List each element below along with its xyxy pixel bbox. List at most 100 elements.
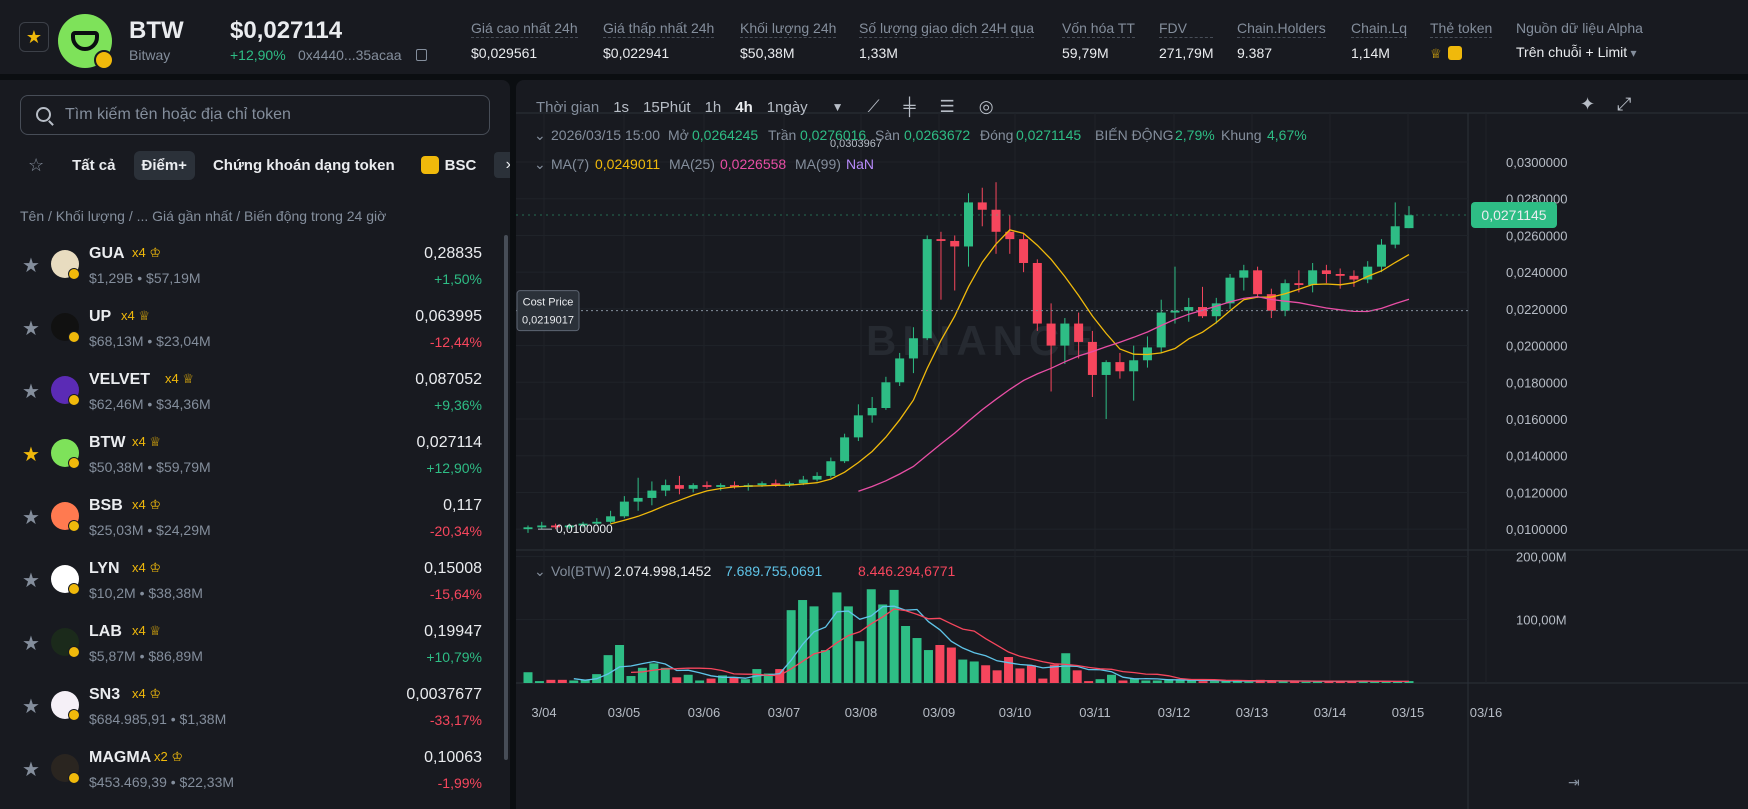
- candle-body: [895, 358, 905, 383]
- candle-body: [1074, 323, 1084, 342]
- favorite-star-icon[interactable]: ★: [22, 444, 40, 466]
- token-volume-mcap: $453.469,39 • $22,33M: [89, 774, 235, 790]
- volume-bar: [1175, 680, 1185, 683]
- favorite-star-icon[interactable]: ★: [22, 759, 40, 781]
- token-price: 0,15008: [424, 560, 482, 577]
- candle-body: [991, 209, 1001, 232]
- settings-icon[interactable]: ◎: [978, 97, 994, 116]
- candle-body: [1239, 270, 1249, 278]
- volume-bar: [992, 670, 1002, 683]
- fullscreen-icon[interactable]: ⤢: [1617, 94, 1632, 114]
- candle-body: [1005, 231, 1015, 240]
- candle-body: [1335, 274, 1345, 276]
- favorite-star-icon[interactable]: ★: [22, 696, 40, 718]
- candlestick-chart[interactable]: 0,03000000,02800000,02600000,02400000,02…: [516, 80, 1748, 809]
- volume-bar: [1358, 681, 1368, 683]
- token-volume-mcap: $25,03M • $24,29M: [89, 522, 211, 538]
- candle-body: [1376, 244, 1386, 267]
- interval-4h[interactable]: 4h: [735, 98, 753, 116]
- current-price-tag: [1471, 201, 1557, 228]
- interval-15m[interactable]: 15Phút: [643, 98, 691, 116]
- ma-ma7: 0,0249011: [595, 156, 660, 172]
- token-row[interactable]: ★ BTW x4 ♕ $50,38M • $59,79M 0,027114 +12,90%: [0, 421, 502, 484]
- volume-bar: [603, 655, 613, 683]
- price-axis-label: 0,0260000: [1506, 228, 1567, 243]
- filter-points[interactable]: Điểm+: [133, 150, 195, 180]
- token-price: $0,027114: [230, 17, 343, 44]
- interval-dropdown-icon[interactable]: ▼: [831, 100, 844, 114]
- token-change: +1,50%: [434, 271, 482, 287]
- volume-bar: [1221, 681, 1231, 683]
- token-row[interactable]: ★ VELVET x4 ♕ $62,46M • $34,36M 0,087052 +9,3…: [0, 358, 502, 421]
- volume-ma-long-line: [630, 608, 1409, 683]
- indicators-icon[interactable]: ☰: [939, 97, 955, 116]
- time-label: Thời gian: [536, 98, 600, 116]
- token-row[interactable]: ★ LAB x4 ♕ $5,87M • $86,89M 0,19947 +10,79%: [0, 610, 502, 673]
- candle-body: [1349, 275, 1359, 280]
- token-change: +9,36%: [434, 397, 482, 413]
- token-row[interactable]: ★ LYN x4 ♔ $10,2M • $38,38M 0,15008 -15,64%: [0, 547, 502, 610]
- favorite-star-icon[interactable]: ★: [22, 570, 40, 592]
- token-header: ★ BTW Bitway $0,027114 +12,90% 0x4440...…: [0, 0, 1748, 74]
- candle-body: [1156, 312, 1166, 348]
- token-tags: x4 ♔: [132, 560, 161, 575]
- data-source-dropdown[interactable]: Trên chuỗi + Limit: [1516, 44, 1643, 60]
- search-box[interactable]: [20, 95, 490, 135]
- filter-tokenized-stocks[interactable]: Chứng khoán dạng token: [212, 156, 395, 174]
- volume-bar: [534, 681, 544, 683]
- token-row[interactable]: ★ GUA x4 ♔ $1,29B • $57,19M 0,28835 +1,50%: [0, 232, 502, 295]
- volume-bar: [1393, 681, 1403, 683]
- copy-icon[interactable]: [416, 49, 427, 61]
- candle-body: [551, 525, 561, 528]
- search-input[interactable]: [65, 104, 475, 126]
- favorite-star-icon[interactable]: ★: [22, 318, 40, 340]
- column-header[interactable]: Tên / Khối lượng / ... Giá gần nhất / Bi…: [20, 208, 387, 224]
- token-tags: x4 ♕: [165, 371, 194, 386]
- volume-bar: [706, 678, 716, 683]
- token-row[interactable]: ★ SN3 x4 ♔ $684.985,91 • $1,38M 0,0037677 -33…: [0, 673, 502, 736]
- ai-sparkle-icon[interactable]: ✦: [1580, 94, 1596, 114]
- volume-bar: [1049, 664, 1059, 683]
- favorite-star-icon[interactable]: ★: [22, 381, 40, 403]
- candle-body: [1404, 215, 1414, 229]
- candle-body: [702, 485, 712, 487]
- token-symbol: BTW: [129, 17, 184, 44]
- filter-all[interactable]: Tất cả: [72, 156, 116, 174]
- interval-1s[interactable]: 1s: [613, 98, 630, 116]
- volume-bar: [1026, 665, 1036, 683]
- token-row[interactable]: ★ UP x4 ♕ $68,13M • $23,04M 0,063995 -12,44%: [0, 295, 502, 358]
- chain-badge-icon: [68, 457, 80, 469]
- volume-bar: [1038, 678, 1048, 683]
- scrollbar[interactable]: [504, 235, 508, 760]
- stat-data-source[interactable]: Nguồn dữ liệu Alpha Trên chuỗi + Limit: [1516, 20, 1643, 60]
- favorite-star-icon[interactable]: ★: [19, 22, 49, 52]
- favorites-star-icon[interactable]: ☆: [28, 154, 45, 175]
- candle-body: [1170, 310, 1180, 313]
- price-axis-label: 0,0180000: [1506, 375, 1567, 390]
- line-chart-icon[interactable]: ⟋: [867, 97, 880, 116]
- ohlc-close-label: Đóng: [980, 127, 1013, 143]
- candles-icon[interactable]: ╪: [903, 97, 916, 116]
- candle-body: [785, 483, 795, 486]
- favorite-star-icon[interactable]: ★: [22, 507, 40, 529]
- filter-bsc[interactable]: BSC: [413, 150, 485, 180]
- interval-1d[interactable]: 1ngày: [766, 98, 808, 116]
- time-axis-label: 03/16: [1470, 705, 1503, 720]
- favorite-star-icon[interactable]: ★: [22, 633, 40, 655]
- stat-market-cap: Vốn hóa TT 59,79M: [1062, 20, 1135, 61]
- time-axis-label: 03/14: [1314, 705, 1347, 720]
- interval-1h[interactable]: 1h: [704, 98, 722, 116]
- candle-body: [1129, 360, 1139, 372]
- token-price: 0,087052: [415, 371, 482, 388]
- reset-axis-icon[interactable]: ⇥: [1568, 774, 1580, 790]
- candle-body: [826, 461, 836, 476]
- volume-bar: [637, 667, 647, 683]
- candle-body: [606, 516, 616, 522]
- token-row[interactable]: ★ BSB x4 ♔ $25,03M • $24,29M 0,117 -20,34%: [0, 484, 502, 547]
- favorite-star-icon[interactable]: ★: [22, 255, 40, 277]
- volume-v1: 2.074.998,1452: [614, 563, 712, 579]
- chevron-right-icon[interactable]: ›: [494, 152, 510, 178]
- token-volume-mcap: $684.985,91 • $1,38M: [89, 711, 227, 727]
- token-row[interactable]: ★ MAGMA x2 ♔ $453.469,39 • $22,33M 0,10063 -1…: [0, 736, 502, 799]
- token-change: -12,44%: [429, 334, 482, 350]
